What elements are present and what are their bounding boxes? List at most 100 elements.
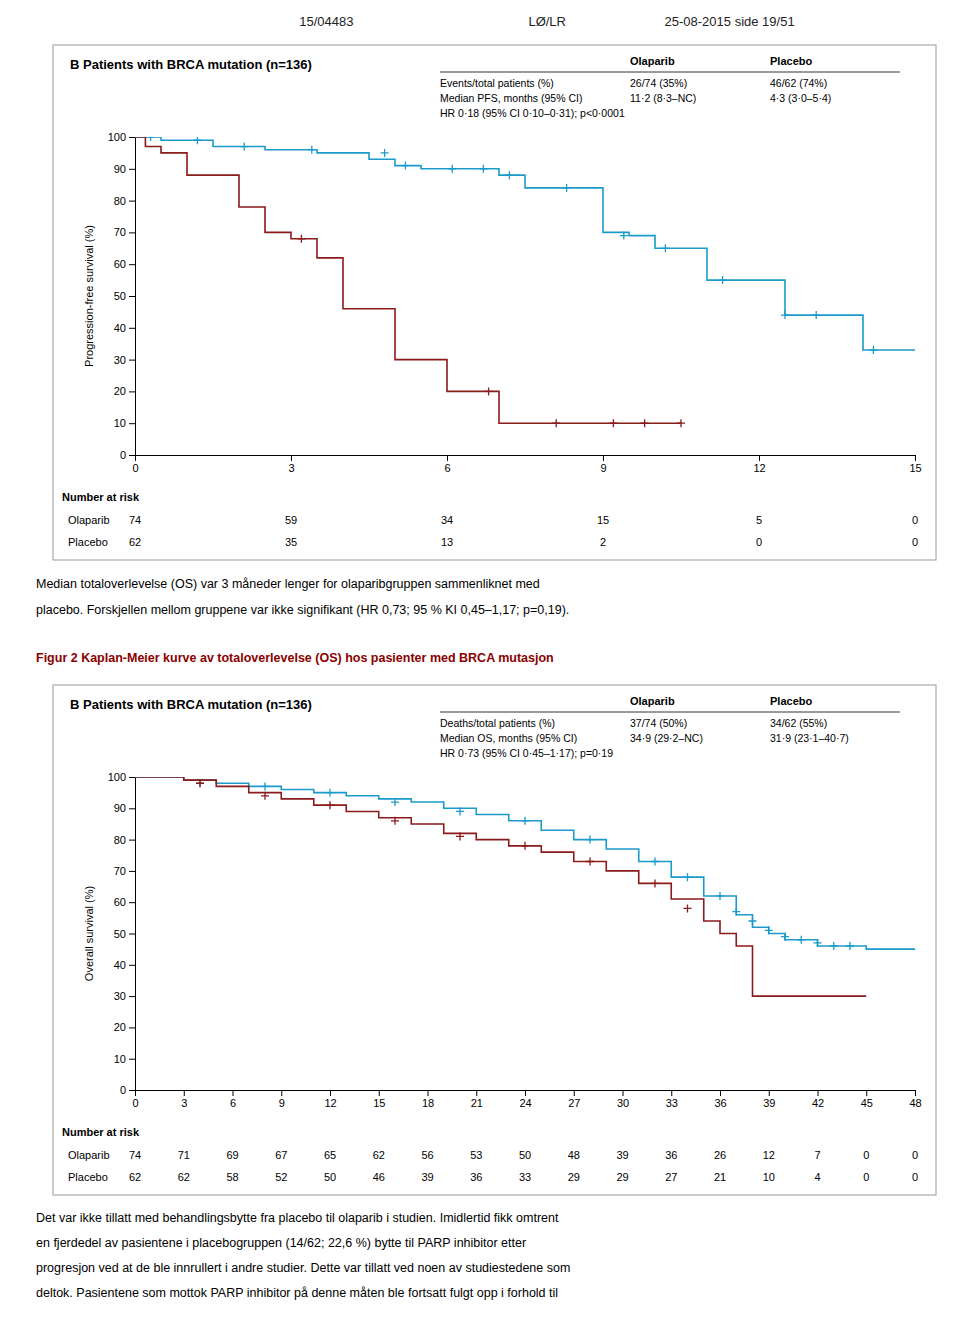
- tick-label: 60: [114, 258, 126, 270]
- tick-label: 9: [279, 1097, 285, 1109]
- tick: 9: [600, 455, 606, 474]
- table-header: Olaparib: [630, 695, 675, 707]
- censor-mark: [563, 184, 571, 192]
- nar-value: 15: [597, 514, 609, 526]
- table-rule: [440, 712, 900, 713]
- tick-mark: [129, 871, 135, 872]
- tick-mark: [915, 455, 916, 461]
- censor-mark: [830, 942, 838, 950]
- tick-label: 18: [422, 1097, 434, 1109]
- nar-value: 10: [763, 1171, 775, 1183]
- tick-mark: [281, 1090, 282, 1096]
- nar-value: 58: [226, 1171, 238, 1183]
- censor-mark: [651, 879, 659, 887]
- survival-curve: [135, 777, 915, 949]
- tick-label: 21: [471, 1097, 483, 1109]
- nar-value: 50: [519, 1149, 531, 1161]
- nar-value: 36: [665, 1149, 677, 1161]
- censor-mark: [586, 836, 594, 844]
- tick-label: 0: [120, 449, 126, 461]
- nar-value: 74: [129, 1149, 141, 1161]
- tick: 39: [763, 1090, 775, 1109]
- table-row-label: Events/total patients (%): [440, 77, 554, 89]
- tick-label: 33: [666, 1097, 678, 1109]
- tick-label: 39: [763, 1097, 775, 1109]
- censor-mark: [765, 926, 773, 934]
- censor-mark: [297, 235, 305, 243]
- paragraph: Median totaloverlevelse (OS) var 3 måned…: [36, 577, 540, 591]
- number-at-risk: Number at riskOlaparib747169676562565350…: [62, 1126, 918, 1183]
- nar-value: 48: [568, 1149, 580, 1161]
- table-row-label: Deaths/total patients (%): [440, 717, 555, 729]
- tick-label: 45: [861, 1097, 873, 1109]
- panel: B Patients with BRCA mutation (n=136)Ola…: [53, 45, 936, 560]
- header-text: 25-08-2015 side 19/51: [665, 14, 795, 29]
- y-axis-title: Overall survival (%): [83, 886, 95, 981]
- nar-value: 2: [600, 536, 606, 548]
- tick-mark: [129, 423, 135, 424]
- censor-mark: [261, 792, 269, 800]
- tick-label: 0: [132, 462, 138, 474]
- censor-mark: [716, 892, 724, 900]
- tick-label: 3: [288, 462, 294, 474]
- tick-label: 15: [909, 462, 921, 474]
- table-cell: 26/74 (35%): [630, 77, 687, 89]
- censor-mark: [381, 149, 389, 157]
- nar-value: 0: [912, 536, 918, 548]
- nar-value: 59: [285, 514, 297, 526]
- tick: 40: [114, 322, 135, 334]
- tick-label: 15: [373, 1097, 385, 1109]
- censor-mark: [326, 789, 334, 797]
- y-axis-title: Progression-free survival (%): [83, 225, 95, 367]
- tick-mark: [818, 1090, 819, 1096]
- table-cell: 4·3 (3·0–5·4): [770, 92, 831, 104]
- nar-value: 46: [373, 1171, 385, 1183]
- tick-mark: [915, 1090, 916, 1096]
- survival-curve: [135, 137, 681, 423]
- header-text: LØ/LR: [528, 14, 566, 29]
- tick-mark: [129, 455, 135, 456]
- nar-value: 21: [714, 1171, 726, 1183]
- table-header: Placebo: [770, 695, 812, 707]
- nar-value: 39: [616, 1149, 628, 1161]
- tick: 100: [108, 771, 135, 783]
- nar-value: 53: [470, 1149, 482, 1161]
- censor-mark: [401, 162, 409, 170]
- tick: 60: [114, 896, 135, 908]
- tick-mark: [129, 169, 135, 170]
- tick-mark: [129, 965, 135, 966]
- censor-mark: [479, 165, 487, 173]
- nar-value: 62: [178, 1171, 190, 1183]
- header-text: 15/04483: [299, 14, 353, 29]
- x-axis: 036912151821242730333639424548: [132, 1090, 921, 1109]
- tick-mark: [759, 455, 760, 461]
- tick-label: 3: [181, 1097, 187, 1109]
- nar-value: 36: [470, 1171, 482, 1183]
- nar-value: 4: [814, 1171, 820, 1183]
- table-header: Placebo: [770, 55, 812, 67]
- panel-frame: [53, 45, 936, 560]
- tick: 70: [114, 226, 135, 238]
- censor-mark: [261, 782, 269, 790]
- paragraph: placebo. Forskjellen mellom gruppene var…: [36, 603, 569, 617]
- tick-mark: [330, 1090, 331, 1096]
- censor-mark: [869, 346, 877, 354]
- tick-mark: [447, 455, 448, 461]
- tick: 70: [114, 865, 135, 877]
- censor-mark: [684, 904, 692, 912]
- nar-value: 67: [275, 1149, 287, 1161]
- tick-mark: [184, 1090, 185, 1096]
- y-axis: 0102030405060708090100: [108, 131, 136, 461]
- tick-label: 30: [114, 990, 126, 1002]
- nar-value: 34: [441, 514, 453, 526]
- censor-mark: [391, 817, 399, 825]
- tick-label: 90: [114, 802, 126, 814]
- table-header: Olaparib: [630, 55, 675, 67]
- tick: 48: [909, 1090, 921, 1109]
- tick: 30: [114, 354, 135, 366]
- censor-mark: [812, 311, 820, 319]
- nar-row-label: Placebo: [68, 536, 108, 548]
- tick-label: 80: [114, 195, 126, 207]
- tick-mark: [129, 840, 135, 841]
- tick-mark: [129, 391, 135, 392]
